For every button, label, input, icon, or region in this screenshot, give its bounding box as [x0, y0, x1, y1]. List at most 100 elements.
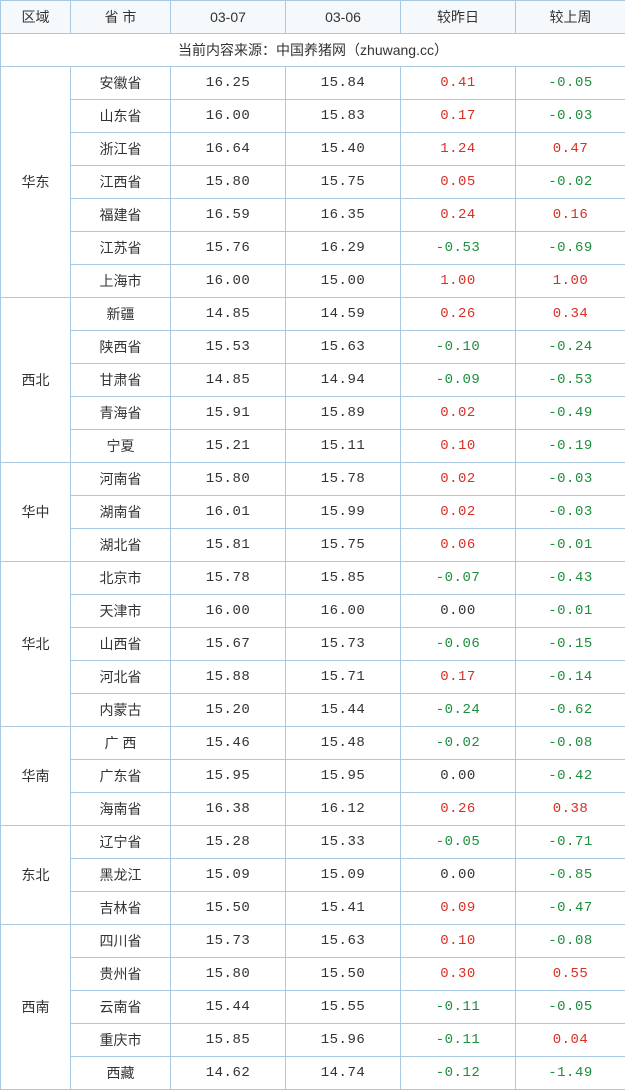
delta-day-cell: -0.06: [401, 628, 516, 661]
province-cell: 西藏: [71, 1057, 171, 1090]
delta-day-cell: 0.41: [401, 67, 516, 100]
table-row: 天津市16.0016.000.00-0.01: [1, 595, 625, 628]
col-date-2: 03-06: [286, 1, 401, 34]
delta-day-cell: 0.26: [401, 793, 516, 826]
delta-week-cell: 1.00: [516, 265, 625, 298]
delta-week-cell: -0.24: [516, 331, 625, 364]
value-0307-cell: 15.09: [171, 859, 286, 892]
table-row: 福建省16.5916.350.240.16: [1, 199, 625, 232]
province-cell: 河南省: [71, 463, 171, 496]
value-0306-cell: 15.48: [286, 727, 401, 760]
value-0307-cell: 15.67: [171, 628, 286, 661]
value-0306-cell: 15.96: [286, 1024, 401, 1057]
table-row: 湖北省15.8115.750.06-0.01: [1, 529, 625, 562]
delta-day-cell: 0.09: [401, 892, 516, 925]
province-cell: 山东省: [71, 100, 171, 133]
delta-week-cell: -0.15: [516, 628, 625, 661]
delta-day-cell: 1.00: [401, 265, 516, 298]
value-0306-cell: 16.00: [286, 595, 401, 628]
region-cell: 东北: [1, 826, 71, 925]
table-row: 东北辽宁省15.2815.33-0.05-0.71: [1, 826, 625, 859]
delta-week-cell: -0.19: [516, 430, 625, 463]
delta-week-cell: -0.62: [516, 694, 625, 727]
value-0306-cell: 15.11: [286, 430, 401, 463]
delta-week-cell: -0.53: [516, 364, 625, 397]
province-cell: 江西省: [71, 166, 171, 199]
province-cell: 陕西省: [71, 331, 171, 364]
province-cell: 广东省: [71, 760, 171, 793]
province-cell: 重庆市: [71, 1024, 171, 1057]
table-body: 当前内容来源：中国养猪网（zhuwang.cc） 华东安徽省16.2515.84…: [1, 34, 625, 1090]
value-0307-cell: 15.73: [171, 925, 286, 958]
value-0306-cell: 15.73: [286, 628, 401, 661]
province-cell: 湖北省: [71, 529, 171, 562]
province-cell: 山西省: [71, 628, 171, 661]
province-cell: 江苏省: [71, 232, 171, 265]
value-0306-cell: 16.29: [286, 232, 401, 265]
value-0307-cell: 15.76: [171, 232, 286, 265]
value-0306-cell: 15.95: [286, 760, 401, 793]
delta-week-cell: -0.47: [516, 892, 625, 925]
value-0307-cell: 15.46: [171, 727, 286, 760]
value-0306-cell: 15.44: [286, 694, 401, 727]
delta-week-cell: 0.04: [516, 1024, 625, 1057]
value-0306-cell: 14.59: [286, 298, 401, 331]
value-0306-cell: 16.35: [286, 199, 401, 232]
value-0307-cell: 16.64: [171, 133, 286, 166]
delta-week-cell: -0.49: [516, 397, 625, 430]
delta-week-cell: 0.55: [516, 958, 625, 991]
table-row: 宁夏15.2115.110.10-0.19: [1, 430, 625, 463]
value-0307-cell: 15.91: [171, 397, 286, 430]
col-vs-week: 较上周: [516, 1, 625, 34]
region-cell: 华北: [1, 562, 71, 727]
table-row: 陕西省15.5315.63-0.10-0.24: [1, 331, 625, 364]
table-row: 山东省16.0015.830.17-0.03: [1, 100, 625, 133]
delta-day-cell: 0.26: [401, 298, 516, 331]
province-cell: 内蒙古: [71, 694, 171, 727]
value-0306-cell: 15.50: [286, 958, 401, 991]
delta-day-cell: -0.53: [401, 232, 516, 265]
province-cell: 黑龙江: [71, 859, 171, 892]
delta-day-cell: 0.00: [401, 859, 516, 892]
table-row: 华南广 西15.4615.48-0.02-0.08: [1, 727, 625, 760]
value-0307-cell: 16.38: [171, 793, 286, 826]
price-table: 区域 省 市 03-07 03-06 较昨日 较上周 当前内容来源：中国养猪网（…: [0, 0, 625, 1090]
table-row: 浙江省16.6415.401.240.47: [1, 133, 625, 166]
delta-day-cell: -0.24: [401, 694, 516, 727]
province-cell: 辽宁省: [71, 826, 171, 859]
value-0307-cell: 16.00: [171, 265, 286, 298]
province-cell: 青海省: [71, 397, 171, 430]
value-0306-cell: 15.84: [286, 67, 401, 100]
delta-day-cell: -0.11: [401, 991, 516, 1024]
delta-week-cell: -0.08: [516, 925, 625, 958]
value-0307-cell: 15.85: [171, 1024, 286, 1057]
value-0306-cell: 15.71: [286, 661, 401, 694]
col-province: 省 市: [71, 1, 171, 34]
province-cell: 湖南省: [71, 496, 171, 529]
value-0307-cell: 15.95: [171, 760, 286, 793]
table-row: 西藏14.6214.74-0.12-1.49: [1, 1057, 625, 1090]
delta-week-cell: -0.05: [516, 991, 625, 1024]
table-row: 吉林省15.5015.410.09-0.47: [1, 892, 625, 925]
col-date-1: 03-07: [171, 1, 286, 34]
value-0307-cell: 14.85: [171, 364, 286, 397]
province-cell: 海南省: [71, 793, 171, 826]
value-0307-cell: 16.25: [171, 67, 286, 100]
delta-day-cell: 0.02: [401, 397, 516, 430]
table-row: 西南四川省15.7315.630.10-0.08: [1, 925, 625, 958]
province-cell: 上海市: [71, 265, 171, 298]
delta-day-cell: 1.24: [401, 133, 516, 166]
delta-day-cell: 0.05: [401, 166, 516, 199]
value-0307-cell: 14.85: [171, 298, 286, 331]
delta-day-cell: 0.17: [401, 100, 516, 133]
delta-day-cell: -0.10: [401, 331, 516, 364]
value-0306-cell: 15.99: [286, 496, 401, 529]
delta-week-cell: -0.85: [516, 859, 625, 892]
region-cell: 华东: [1, 67, 71, 298]
province-cell: 河北省: [71, 661, 171, 694]
price-table-container: 区域 省 市 03-07 03-06 较昨日 较上周 当前内容来源：中国养猪网（…: [0, 0, 625, 1090]
col-region: 区域: [1, 1, 71, 34]
table-row: 广东省15.9515.950.00-0.42: [1, 760, 625, 793]
value-0307-cell: 16.01: [171, 496, 286, 529]
province-cell: 吉林省: [71, 892, 171, 925]
